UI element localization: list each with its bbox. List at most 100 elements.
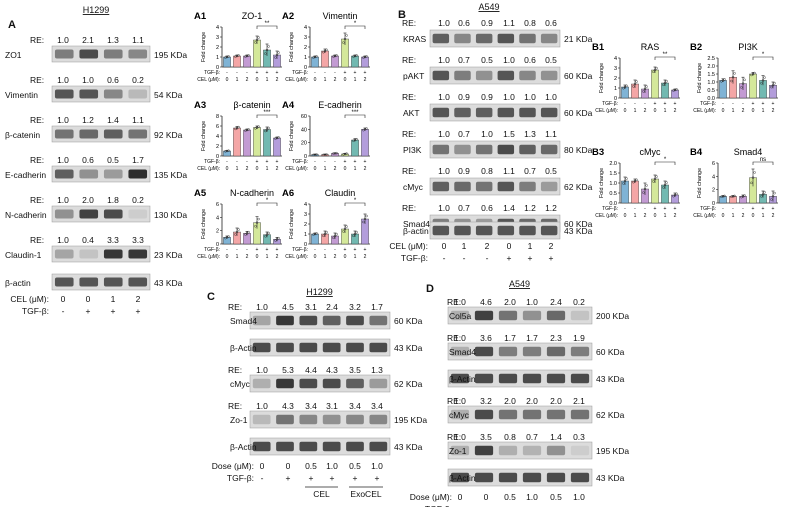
treatment-label: CEL (μM):: [10, 294, 49, 304]
data-point: [625, 84, 628, 88]
tgf-value: -: [624, 101, 626, 107]
blot-band: [103, 277, 123, 287]
y-axis-label: Fold change: [201, 121, 207, 151]
blot-band: [322, 315, 341, 326]
dose-label: Dose (μM):: [212, 461, 254, 471]
data-point: [267, 231, 270, 235]
tgf-value: +: [674, 101, 677, 107]
blot-band: [128, 129, 148, 139]
re-value: 0.5: [545, 166, 557, 176]
blot-band: [322, 441, 341, 452]
data-point: [625, 177, 628, 180]
data-point: [663, 81, 667, 85]
re-value: 3.1: [305, 302, 317, 312]
blot-band: [498, 472, 518, 483]
treatment-value: -: [486, 253, 489, 263]
blot-strip-Zo-1: [249, 410, 391, 429]
bar-B1-3: [651, 69, 659, 99]
data-point: [633, 82, 637, 86]
bar-B3-1: [631, 180, 639, 204]
data-point: [622, 86, 625, 90]
blot-band: [432, 107, 450, 118]
protein-label: β-Actin: [230, 442, 257, 452]
re-value: 1.0: [82, 75, 94, 85]
re-value: 1.0: [57, 155, 69, 165]
tgf-value: +: [752, 101, 755, 107]
data-point: [277, 236, 280, 240]
re-value: 0.6: [545, 18, 557, 28]
cel-value: 1: [324, 166, 327, 172]
blot-band: [474, 445, 494, 456]
blot-band: [54, 249, 74, 259]
data-point: [255, 221, 259, 224]
y-tick-label: 2: [712, 188, 715, 194]
re-value: 0.9: [458, 92, 470, 102]
treatment-label: TGF-β:: [22, 306, 49, 316]
re-label: RE:: [30, 35, 44, 45]
tgf-row-label: TGF-β:: [292, 159, 308, 165]
y-tick-label: 6: [216, 124, 219, 130]
significance-label: **: [265, 21, 270, 27]
re-value: 2.1: [82, 35, 94, 45]
blot-band: [432, 33, 450, 44]
cell-line-label: A549: [509, 279, 530, 289]
data-point: [332, 236, 335, 240]
re-value: 3.4: [305, 401, 317, 411]
tgf-value: -: [334, 70, 336, 76]
blot-band: [432, 144, 450, 155]
re-value: 1.1: [503, 18, 515, 28]
cel-value: 0: [722, 108, 725, 114]
y-tick-label: 0: [216, 154, 219, 160]
data-point: [245, 232, 249, 235]
cel-value: 1: [354, 166, 357, 172]
panel-letter: B4: [690, 147, 703, 158]
blot-band: [546, 346, 566, 357]
treatment-value: +: [136, 306, 141, 316]
chart-A6: A6 Claudin 0 1 2 3 4 Fold change * TGF-β:CEL (μM)…: [282, 188, 370, 260]
data-point: [274, 56, 277, 59]
bar-A4-4: [351, 139, 359, 157]
data-point: [730, 195, 733, 198]
blot-band: [519, 33, 536, 44]
tgf-value: -: [236, 247, 238, 253]
re-value: 0.5: [545, 55, 557, 65]
data-point: [673, 193, 677, 197]
blot-band: [519, 144, 536, 155]
cel-value: 2: [364, 77, 367, 83]
blot-band: [519, 181, 536, 192]
re-label: RE:: [228, 302, 242, 312]
tgf-value: -: [246, 247, 248, 253]
cel-value: 2: [276, 166, 279, 172]
re-value: 1.0: [57, 235, 69, 245]
blot-band: [103, 169, 123, 179]
blot-band: [322, 378, 341, 389]
bar-A1-3: [253, 39, 261, 68]
tgf-value: -: [314, 247, 316, 253]
y-tick-label: 4: [304, 25, 307, 31]
data-point: [325, 230, 328, 234]
dose-value: 0.5: [305, 461, 317, 471]
data-point: [365, 55, 368, 58]
tgf-value: +: [354, 159, 357, 165]
data-point: [720, 195, 723, 198]
cel-value: 2: [674, 213, 677, 219]
blot-band: [454, 181, 471, 192]
treatment-value: 1: [462, 241, 467, 251]
tgf-value: -: [246, 159, 248, 165]
blot-band: [79, 249, 99, 259]
cel-value: 0: [624, 108, 627, 114]
dose-value: 1.0: [526, 492, 538, 502]
dose-value: 0: [260, 461, 265, 471]
tgf-row-label: TGF-β:: [204, 159, 220, 165]
cel-row-label: CEL (μM):: [197, 77, 220, 83]
re-value: 0.2: [132, 195, 144, 205]
significance-bracket: [256, 114, 278, 118]
re-value: 0.4: [82, 235, 94, 245]
mw-label: 195 KDa: [596, 446, 629, 456]
significance-label: **: [663, 52, 668, 58]
bar-A2-4: [351, 55, 359, 68]
re-value: 1.0: [57, 195, 69, 205]
protein-label: β-Actin: [449, 374, 476, 384]
re-value: 1.7: [371, 302, 383, 312]
